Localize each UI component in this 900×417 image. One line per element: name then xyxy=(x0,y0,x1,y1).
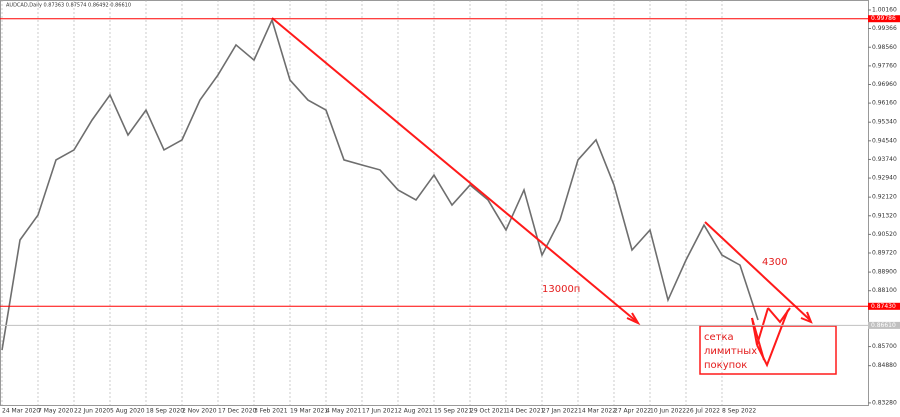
x-tick-label: 14 Mar 2022 xyxy=(578,408,616,415)
grid xyxy=(1,0,723,405)
y-tick-label: 0.84880 xyxy=(872,362,897,369)
annotation: 13000п xyxy=(542,284,580,295)
x-tick-label: 3 Feb 2021 xyxy=(254,408,288,415)
y-tick-label: 0.92940 xyxy=(872,175,897,182)
x-tick-label: 29 Oct 2021 xyxy=(470,408,507,415)
annotation: лимитных xyxy=(704,346,757,357)
x-tick-label: 7 May 2020 xyxy=(38,408,73,415)
x-tick-label: 17 Dec 2020 xyxy=(218,408,257,415)
y-tick-label: 0.96160 xyxy=(872,100,897,107)
level-label: 0.87430 xyxy=(871,303,896,310)
level-label: 0.86610 xyxy=(871,322,896,329)
arrow-head xyxy=(626,312,641,326)
y-tick-label: 0.92120 xyxy=(872,194,897,201)
annotation: 4300 xyxy=(762,257,787,268)
y-tick-label: 0.96960 xyxy=(872,81,897,88)
price-line xyxy=(1,17,759,351)
x-tick-label: 2 Aug 2021 xyxy=(398,408,433,415)
x-tick-label: 10 Jun 2022 xyxy=(650,408,686,415)
x-tick-label: 24 Mar 2020 xyxy=(2,408,40,415)
annotation: покупок xyxy=(704,360,747,371)
plot-frame xyxy=(0,0,869,406)
x-tick-label: 15 Sep 2021 xyxy=(434,408,472,415)
y-tick-label: 0.89720 xyxy=(872,250,897,257)
y-tick-label: 1.00160 xyxy=(872,7,897,14)
x-tick-label: 4 May 2021 xyxy=(326,408,361,415)
zigzag-arrow xyxy=(767,307,791,324)
y-tick-label: 0.88100 xyxy=(872,287,897,294)
x-tick-label: 26 Jul 2022 xyxy=(686,408,720,415)
y-tick-label: 0.91320 xyxy=(872,212,897,219)
annotations xyxy=(271,17,837,375)
arrow-head xyxy=(800,311,813,324)
level-tag xyxy=(868,302,900,310)
x-tick-label: 8 Sep 2022 xyxy=(722,408,756,415)
chart-title: AUDCAD,Daily 0.87363 0.87574 0.86492 0.8… xyxy=(6,3,131,9)
level-tag xyxy=(868,321,900,329)
y-tick-label: 0.93740 xyxy=(872,156,897,163)
y-tick-label: 0.98560 xyxy=(872,44,897,51)
trend-arrow xyxy=(704,221,811,321)
y-tick-label: 0.95340 xyxy=(872,119,897,126)
y-tick-label: 0.90520 xyxy=(872,231,897,238)
x-tick-label: 19 Mar 2021 xyxy=(290,408,328,415)
x-tick-label: 14 Dec 2021 xyxy=(506,408,545,415)
x-tick-label: 22 Jun 2020 xyxy=(74,408,110,415)
x-tick-label: 2 Nov 2020 xyxy=(182,408,217,415)
y-tick-label: 0.83280 xyxy=(872,399,897,406)
level-tag xyxy=(868,15,900,23)
y-tick-label: 0.94540 xyxy=(872,137,897,144)
annotation: сетка xyxy=(704,332,734,343)
x-tick-label: 17 Jun 2021 xyxy=(362,408,398,415)
y-tick-label: 0.97760 xyxy=(872,62,897,69)
y-tick-label: 0.85700 xyxy=(872,343,897,350)
x-tick-label: 18 Sep 2020 xyxy=(146,408,184,415)
x-tick-label: 27 Jan 2022 xyxy=(542,408,578,415)
plot xyxy=(1,17,759,351)
x-tick-label: 5 Aug 2020 xyxy=(110,408,145,415)
note-box xyxy=(699,325,837,375)
y-tick-label: 0.99366 xyxy=(872,25,897,32)
x-tick-label: 27 Apr 2022 xyxy=(614,408,651,415)
y-tick-label: 0.88900 xyxy=(872,269,897,276)
level-label: 0.99786 xyxy=(871,15,896,22)
zigzag-arrow xyxy=(756,309,789,368)
trend-arrow xyxy=(271,17,637,322)
